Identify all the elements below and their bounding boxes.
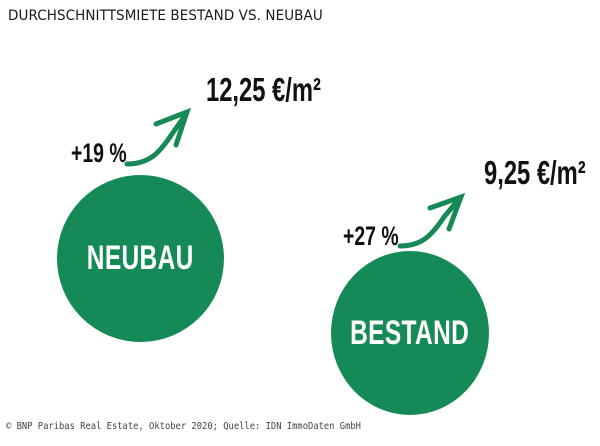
- bestand-label: BESTAND: [350, 313, 470, 352]
- neubau-label: NEUBAU: [87, 239, 194, 277]
- neubau-circle: NEUBAU: [57, 175, 224, 342]
- neubau-change: +19 %: [71, 138, 127, 168]
- bestand-change: +27 %: [343, 221, 399, 251]
- source-footer: © BNP Paribas Real Estate, Oktober 2020;…: [6, 421, 361, 432]
- neubau-price: 12,25 €/m²: [206, 71, 321, 108]
- bestand-arrow-up-right-icon: [397, 192, 466, 249]
- page-title: DURCHSCHNITTSMIETE BESTAND VS. NEUBAU: [8, 8, 323, 24]
- neubau-arrow-up-right-icon: [124, 107, 192, 167]
- bestand-price: 9,25 €/m²: [484, 154, 586, 191]
- bestand-circle: BESTAND: [331, 251, 489, 415]
